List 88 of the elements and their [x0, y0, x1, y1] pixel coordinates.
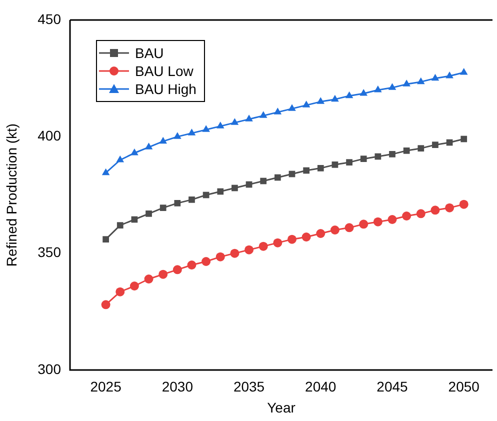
point	[373, 217, 382, 226]
point	[258, 242, 268, 251]
y-tick-label: 300	[38, 360, 62, 377]
point	[388, 215, 397, 224]
legend-label: BAU High	[135, 80, 196, 98]
point	[102, 236, 109, 243]
point	[116, 156, 124, 162]
point	[432, 142, 438, 148]
point	[331, 94, 339, 102]
point	[245, 114, 253, 122]
point	[317, 164, 324, 172]
point	[274, 108, 282, 114]
point	[416, 77, 425, 84]
y-tick-label: 450	[38, 10, 62, 27]
point	[216, 122, 224, 128]
point	[188, 128, 196, 136]
point	[460, 68, 468, 75]
point	[302, 232, 311, 242]
point	[374, 153, 382, 160]
point	[273, 238, 282, 248]
point	[330, 226, 340, 234]
point	[130, 282, 139, 290]
point	[403, 147, 410, 154]
point	[216, 252, 225, 262]
point	[172, 265, 182, 274]
point	[174, 132, 182, 139]
point	[202, 257, 211, 266]
point	[187, 260, 196, 270]
point	[116, 222, 124, 229]
point	[374, 86, 382, 92]
point	[316, 229, 326, 238]
point	[217, 188, 224, 195]
point	[146, 210, 152, 217]
point	[303, 167, 310, 174]
point	[244, 245, 254, 254]
legend-label: BAU Low	[135, 62, 194, 80]
y-tick-label: 400	[38, 128, 62, 144]
point	[388, 83, 396, 90]
point	[230, 118, 239, 125]
point	[188, 196, 195, 203]
x-tick-label: 2040	[305, 378, 336, 394]
point	[158, 270, 168, 279]
point	[402, 80, 410, 86]
point	[416, 209, 426, 218]
point	[346, 159, 352, 166]
point	[232, 184, 238, 192]
y-axis-title: Refined Production (kt)	[3, 123, 20, 267]
point	[144, 142, 153, 150]
point	[274, 174, 281, 181]
x-tick-label: 2030	[162, 378, 194, 394]
x-tick-label: 2035	[233, 378, 265, 394]
point	[160, 204, 166, 212]
point	[102, 168, 110, 176]
point	[202, 125, 210, 132]
point	[446, 72, 454, 78]
x-axis-title: Year	[267, 399, 296, 416]
point	[101, 300, 110, 310]
point	[287, 234, 296, 244]
point	[460, 136, 468, 142]
x-tick-label: 2045	[376, 378, 408, 394]
point	[345, 91, 354, 98]
point	[159, 136, 167, 144]
point	[260, 178, 267, 184]
point	[144, 274, 154, 284]
x-tick-label: 2050	[448, 378, 480, 394]
x-tick-label: 2025	[90, 378, 122, 394]
point	[459, 200, 468, 209]
y-tick-label: 350	[38, 244, 62, 260]
point	[230, 248, 240, 258]
point	[430, 206, 440, 215]
point	[418, 145, 424, 152]
point	[332, 161, 338, 168]
point	[259, 111, 268, 118]
legend-label: BAU	[135, 44, 164, 62]
point	[359, 220, 368, 229]
point	[316, 97, 325, 104]
point	[360, 156, 367, 162]
point	[174, 200, 181, 206]
point	[445, 203, 454, 212]
point	[344, 223, 354, 232]
point	[431, 74, 440, 81]
point	[389, 150, 396, 158]
point	[116, 287, 125, 296]
point	[130, 148, 138, 156]
point	[288, 104, 296, 111]
point	[302, 100, 310, 108]
point	[402, 212, 412, 220]
point	[360, 89, 368, 96]
